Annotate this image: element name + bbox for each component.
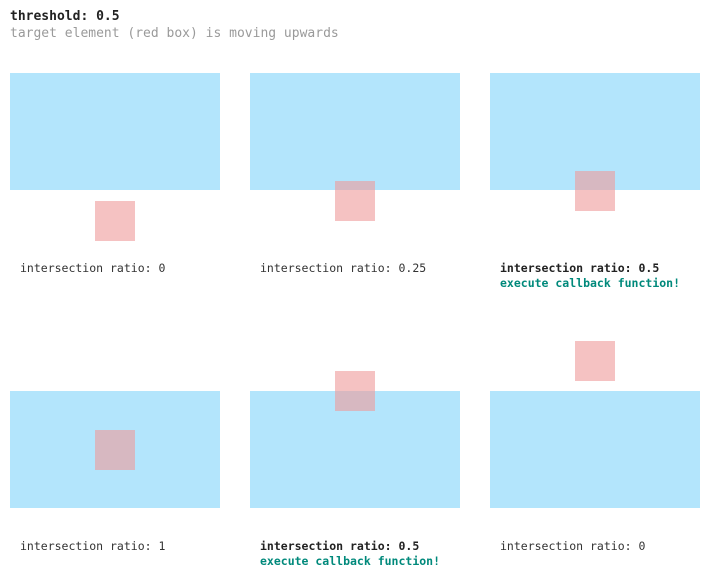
ratio-label: intersection ratio: 0.5 xyxy=(500,261,660,275)
callback-message: execute callback function! xyxy=(500,276,681,290)
callback-message: execute callback function! xyxy=(260,554,441,568)
root-box xyxy=(10,73,220,190)
root-box xyxy=(490,73,700,190)
root-box xyxy=(250,73,460,190)
target-box xyxy=(575,341,615,381)
target-box xyxy=(335,181,375,221)
ratio-label: intersection ratio: 0 xyxy=(20,261,166,275)
target-box xyxy=(95,430,135,470)
ratio-label: intersection ratio: 0.5 xyxy=(260,539,420,553)
threshold-title: threshold: 0.5 xyxy=(10,9,120,24)
target-box xyxy=(95,201,135,241)
subtitle: target element (red box) is moving upwar… xyxy=(10,26,339,41)
ratio-label: intersection ratio: 0 xyxy=(500,539,646,553)
ratio-label: intersection ratio: 1 xyxy=(20,539,166,553)
target-box xyxy=(335,371,375,411)
ratio-label: intersection ratio: 0.25 xyxy=(260,261,427,275)
target-box xyxy=(575,171,615,211)
root-box xyxy=(490,391,700,508)
